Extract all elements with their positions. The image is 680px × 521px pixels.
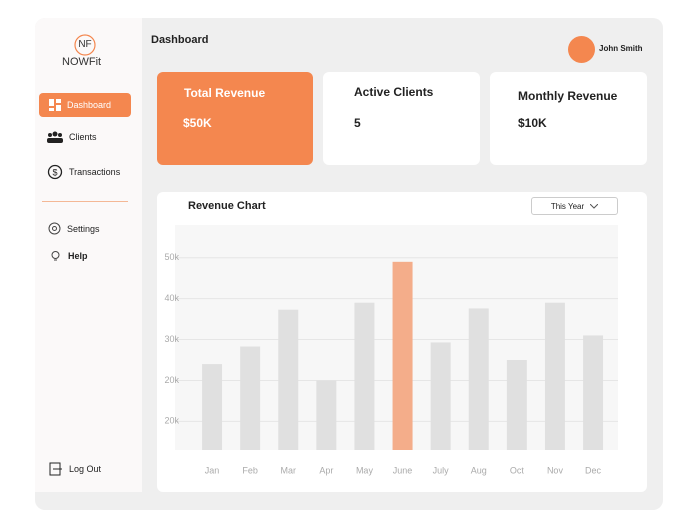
chart-panel: Revenue Chart This Year 50k 40k 30k 20k 20k J… — [157, 192, 647, 492]
page-title: Dashboard — [151, 34, 209, 46]
divider — [42, 201, 128, 202]
stat-card: Active Clients 5 — [323, 72, 480, 165]
x-tick-label: Aug — [471, 465, 487, 475]
x-tick-label: Jan — [205, 465, 220, 475]
brand: NOWFit — [62, 56, 102, 68]
card-value: $10K — [518, 116, 547, 130]
avatar[interactable] — [568, 36, 595, 63]
chart-title: Revenue Chart — [188, 200, 266, 212]
nav-label: Clients — [69, 132, 97, 142]
x-tick-label: Nov — [547, 465, 564, 475]
stat-card: Total Revenue $50K — [157, 72, 313, 165]
icon — [49, 462, 62, 476]
nav-item[interactable]: Dashboard — [39, 93, 131, 117]
dropdown[interactable]: This Year — [531, 197, 618, 215]
y-tick-label: 20k — [164, 416, 179, 426]
nav-label: Transactions — [69, 167, 121, 177]
nav-item[interactable]: Help — [49, 249, 88, 262]
x-tick-label: Feb — [242, 465, 258, 475]
card-title: Active Clients — [354, 85, 434, 99]
logo-mark: NF — [78, 39, 92, 50]
y-tick-label: 40k — [164, 293, 179, 303]
x-tick-label: Oct — [510, 465, 525, 475]
card-value: 5 — [354, 116, 361, 130]
bar — [202, 364, 223, 450]
chevron — [590, 203, 599, 209]
chart: 50k 40k 30k 20k 20k Jan Feb Mar Apr May June July Au… — [164, 225, 618, 475]
bar — [392, 261, 413, 450]
stat-card: Monthly Revenue $10K — [490, 72, 647, 165]
svg-text:$: $ — [52, 167, 57, 177]
bar — [316, 380, 337, 450]
card-title: Total Revenue — [184, 86, 266, 100]
bar — [240, 346, 261, 450]
y-tick-label: 20k — [164, 375, 179, 385]
card-title: Monthly Revenue — [518, 89, 618, 103]
icon — [47, 131, 63, 143]
x-tick-label: May — [356, 465, 374, 475]
nav-item[interactable]: Clients — [47, 131, 97, 143]
icon: $ — [47, 164, 63, 180]
y-tick-label: 50k — [164, 252, 179, 262]
nav-item[interactable]: Settings — [48, 222, 100, 235]
bar — [278, 309, 299, 450]
logout[interactable]: Log Out — [49, 462, 101, 476]
nav-label: Dashboard — [67, 100, 112, 110]
icon — [48, 222, 61, 235]
icon — [51, 251, 60, 261]
x-tick-label: Dec — [585, 465, 602, 475]
nav-label: Help — [68, 250, 88, 261]
nav-label: Settings — [67, 223, 100, 234]
x-tick-label: June — [393, 465, 413, 475]
x-tick-label: Mar — [281, 465, 297, 475]
user-name[interactable]: John Smith — [599, 44, 643, 53]
card-value: $50K — [183, 116, 212, 130]
bar — [544, 302, 565, 450]
dropdown-label: This Year — [550, 201, 585, 211]
x-tick-label: Apr — [319, 465, 333, 475]
icon — [49, 99, 61, 111]
y-tick-label: 30k — [164, 334, 179, 344]
bar — [430, 342, 451, 450]
logo-ring — [74, 34, 96, 56]
logout-label: Log Out — [69, 464, 102, 474]
bar — [506, 360, 527, 450]
bar — [354, 302, 375, 450]
nav-item[interactable]: $ Transactions — [47, 164, 120, 180]
bar — [468, 308, 489, 450]
bar — [583, 335, 604, 450]
x-tick-label: July — [433, 465, 450, 475]
